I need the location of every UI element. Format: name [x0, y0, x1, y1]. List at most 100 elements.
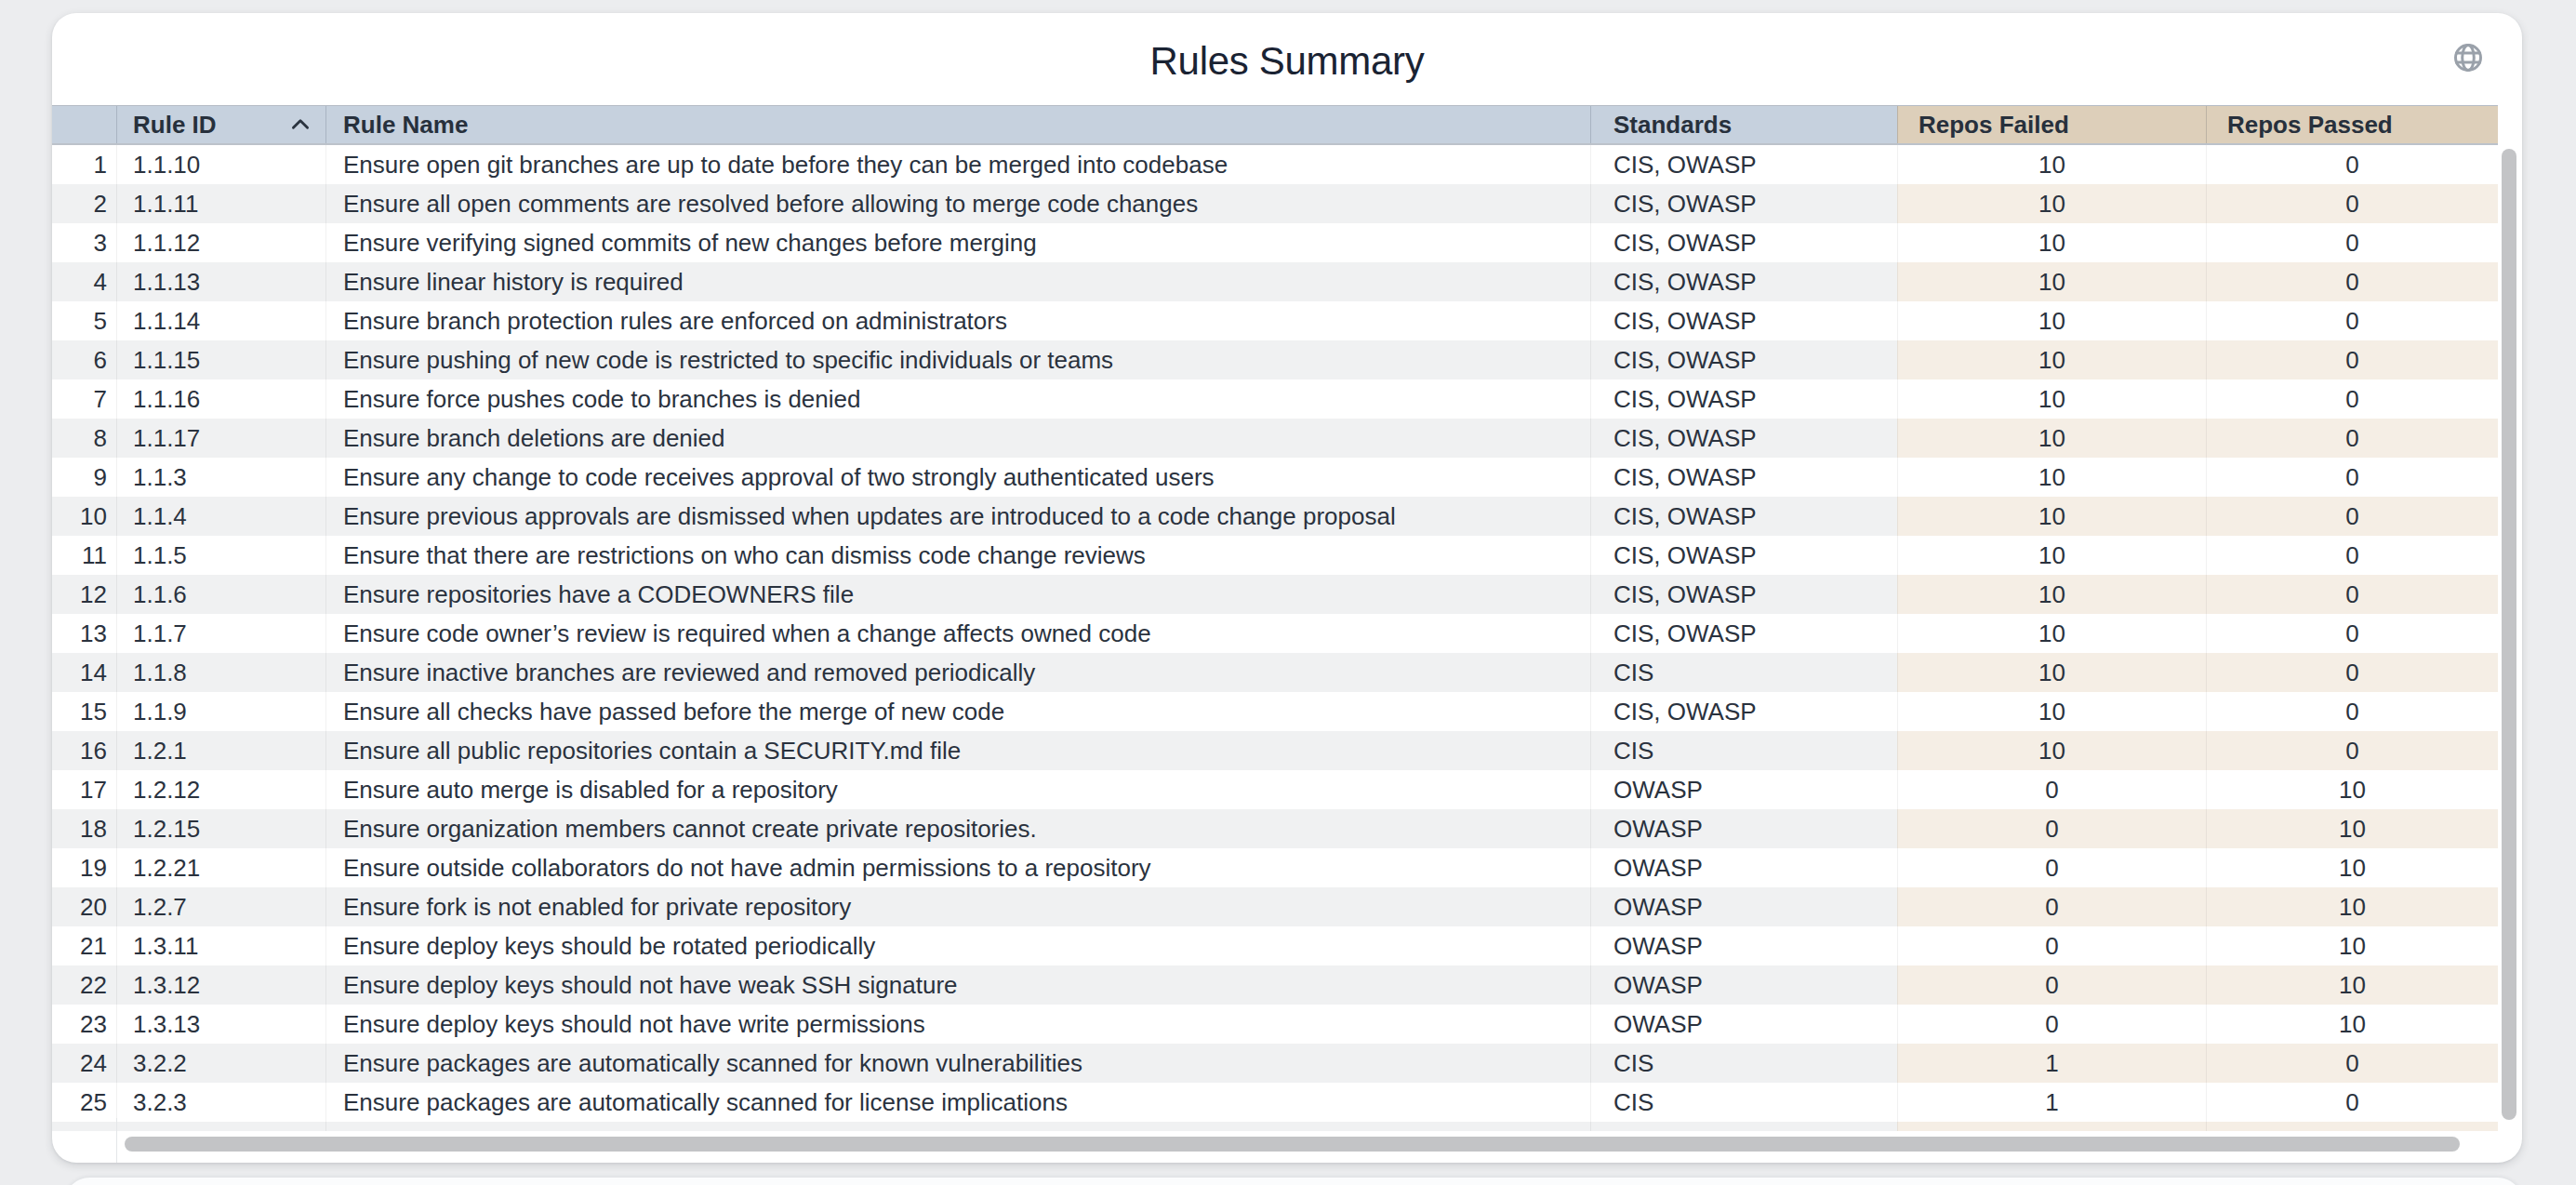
standards-cell: OWASP	[1590, 926, 1897, 965]
table-row: 4 1.1.13 Ensure linear history is requir…	[52, 262, 2498, 301]
row-number-cell: 5	[52, 301, 116, 340]
table-row: 7 1.1.16 Ensure force pushes code to bra…	[52, 379, 2498, 419]
repos-failed-cell: 10	[1897, 379, 2206, 419]
repos-passed-cell: 0	[2206, 692, 2498, 731]
page: Rules Summary Rule ID	[0, 0, 2576, 1185]
repos-passed-cell: 0	[2206, 145, 2498, 184]
page-title: Rules Summary	[52, 39, 2522, 84]
repos-failed-cell: 0	[1897, 848, 2206, 887]
repos-failed-cell: 10	[1897, 497, 2206, 536]
rule-id-cell: 1.1.7	[116, 614, 325, 653]
standards-cell: CIS, OWASP	[1590, 262, 1897, 301]
rule-name-cell: Ensure auto merge is disabled for a repo…	[325, 770, 1590, 809]
repos-passed-cell: 0	[2206, 536, 2498, 575]
rules-table: Rule ID Rule Name Standards Repos Failed…	[52, 105, 2498, 1131]
column-header-rule-name[interactable]: Rule Name	[325, 106, 1590, 143]
repos-failed-cell: 1	[1897, 1083, 2206, 1122]
rule-id-cell: 3.2.3	[116, 1083, 325, 1122]
repos-failed-cell: 10	[1897, 184, 2206, 223]
rule-name-cell: Ensure packages are automatically scanne…	[325, 1083, 1590, 1122]
repos-passed-cell: 10	[2206, 1005, 2498, 1044]
row-number-cell: 19	[52, 848, 116, 887]
repos-passed-cell: 10	[2206, 809, 2498, 848]
repos-passed-cell: 0	[2206, 575, 2498, 614]
row-number-cell: 7	[52, 379, 116, 419]
repos-passed-cell: 0	[2206, 458, 2498, 497]
rule-name-cell: Ensure code owner’s review is required w…	[325, 614, 1590, 653]
rule-name-cell: Ensure previous approvals are dismissed …	[325, 497, 1590, 536]
row-number-cell: 6	[52, 340, 116, 379]
horizontal-scrollbar[interactable]	[125, 1137, 2460, 1152]
partial-next-row	[52, 1122, 2498, 1131]
table-row: 25 3.2.3 Ensure packages are automatical…	[52, 1083, 2498, 1122]
repos-failed-cell: 10	[1897, 458, 2206, 497]
repos-passed-cell: 10	[2206, 848, 2498, 887]
row-number-cell: 2	[52, 184, 116, 223]
standards-cell: OWASP	[1590, 809, 1897, 848]
rule-name-cell: Ensure all open comments are resolved be…	[325, 184, 1590, 223]
column-header-standards[interactable]: Standards	[1590, 106, 1897, 143]
standards-cell: CIS, OWASP	[1590, 301, 1897, 340]
repos-passed-cell: 0	[2206, 1083, 2498, 1122]
repos-failed-cell: 0	[1897, 1005, 2206, 1044]
rule-name-cell: Ensure any change to code receives appro…	[325, 458, 1590, 497]
standards-cell: CIS	[1590, 653, 1897, 692]
table-row: 15 1.1.9 Ensure all checks have passed b…	[52, 692, 2498, 731]
column-header-repos-passed[interactable]: Repos Passed	[2206, 106, 2498, 143]
rule-name-cell: Ensure open git branches are up to date …	[325, 145, 1590, 184]
repos-failed-cell: 10	[1897, 340, 2206, 379]
rule-id-cell: 1.1.5	[116, 536, 325, 575]
rule-name-cell: Ensure force pushes code to branches is …	[325, 379, 1590, 419]
rule-id-cell: 1.3.11	[116, 926, 325, 965]
globe-icon[interactable]	[2451, 41, 2485, 74]
table-row: 14 1.1.8 Ensure inactive branches are re…	[52, 653, 2498, 692]
repos-failed-cell: 0	[1897, 965, 2206, 1005]
column-header-rule-id[interactable]: Rule ID	[116, 106, 325, 143]
column-header-rule-id-label: Rule ID	[133, 111, 217, 140]
rule-id-cell: 1.2.12	[116, 770, 325, 809]
rule-name-cell: Ensure pushing of new code is restricted…	[325, 340, 1590, 379]
repos-passed-cell: 10	[2206, 965, 2498, 1005]
rule-name-cell: Ensure branch protection rules are enfor…	[325, 301, 1590, 340]
repos-passed-cell: 0	[2206, 184, 2498, 223]
standards-cell: OWASP	[1590, 965, 1897, 1005]
vertical-scrollbar[interactable]	[2502, 149, 2516, 1120]
row-number-cell: 23	[52, 1005, 116, 1044]
table-row: 13 1.1.7 Ensure code owner’s review is r…	[52, 614, 2498, 653]
row-number-cell: 13	[52, 614, 116, 653]
standards-cell: CIS, OWASP	[1590, 340, 1897, 379]
rule-name-cell: Ensure repositories have a CODEOWNERS fi…	[325, 575, 1590, 614]
sort-ascending-icon[interactable]	[288, 113, 312, 137]
rule-name-cell: Ensure fork is not enabled for private r…	[325, 887, 1590, 926]
repos-passed-cell: 0	[2206, 301, 2498, 340]
table-row: 16 1.2.1 Ensure all public repositories …	[52, 731, 2498, 770]
rule-name-cell: Ensure organization members cannot creat…	[325, 809, 1590, 848]
rule-id-cell: 1.2.7	[116, 887, 325, 926]
rule-name-cell: Ensure that there are restrictions on wh…	[325, 536, 1590, 575]
standards-cell: CIS, OWASP	[1590, 223, 1897, 262]
rule-id-cell: 1.2.15	[116, 809, 325, 848]
row-number-cell: 1	[52, 145, 116, 184]
column-header-repos-failed[interactable]: Repos Failed	[1897, 106, 2206, 143]
rule-name-cell: Ensure all checks have passed before the…	[325, 692, 1590, 731]
table-row: 21 1.3.11 Ensure deploy keys should be r…	[52, 926, 2498, 965]
repos-passed-cell: 0	[2206, 653, 2498, 692]
row-number-cell: 14	[52, 653, 116, 692]
rule-id-cell: 3.2.2	[116, 1044, 325, 1083]
repos-passed-cell: 0	[2206, 340, 2498, 379]
table-row: 10 1.1.4 Ensure previous approvals are d…	[52, 497, 2498, 536]
row-number-cell: 21	[52, 926, 116, 965]
rule-name-cell: Ensure inactive branches are reviewed an…	[325, 653, 1590, 692]
table-row: 17 1.2.12 Ensure auto merge is disabled …	[52, 770, 2498, 809]
row-number-cell: 18	[52, 809, 116, 848]
rule-id-cell: 1.1.16	[116, 379, 325, 419]
standards-cell: CIS, OWASP	[1590, 379, 1897, 419]
standards-cell: CIS, OWASP	[1590, 614, 1897, 653]
row-number-cell: 11	[52, 536, 116, 575]
standards-cell: OWASP	[1590, 887, 1897, 926]
rule-name-cell: Ensure branch deletions are denied	[325, 419, 1590, 458]
rules-summary-card: Rules Summary Rule ID	[52, 13, 2522, 1163]
row-number-cell: 16	[52, 731, 116, 770]
rule-name-cell: Ensure outside collaborators do not have…	[325, 848, 1590, 887]
row-number-cell: 4	[52, 262, 116, 301]
